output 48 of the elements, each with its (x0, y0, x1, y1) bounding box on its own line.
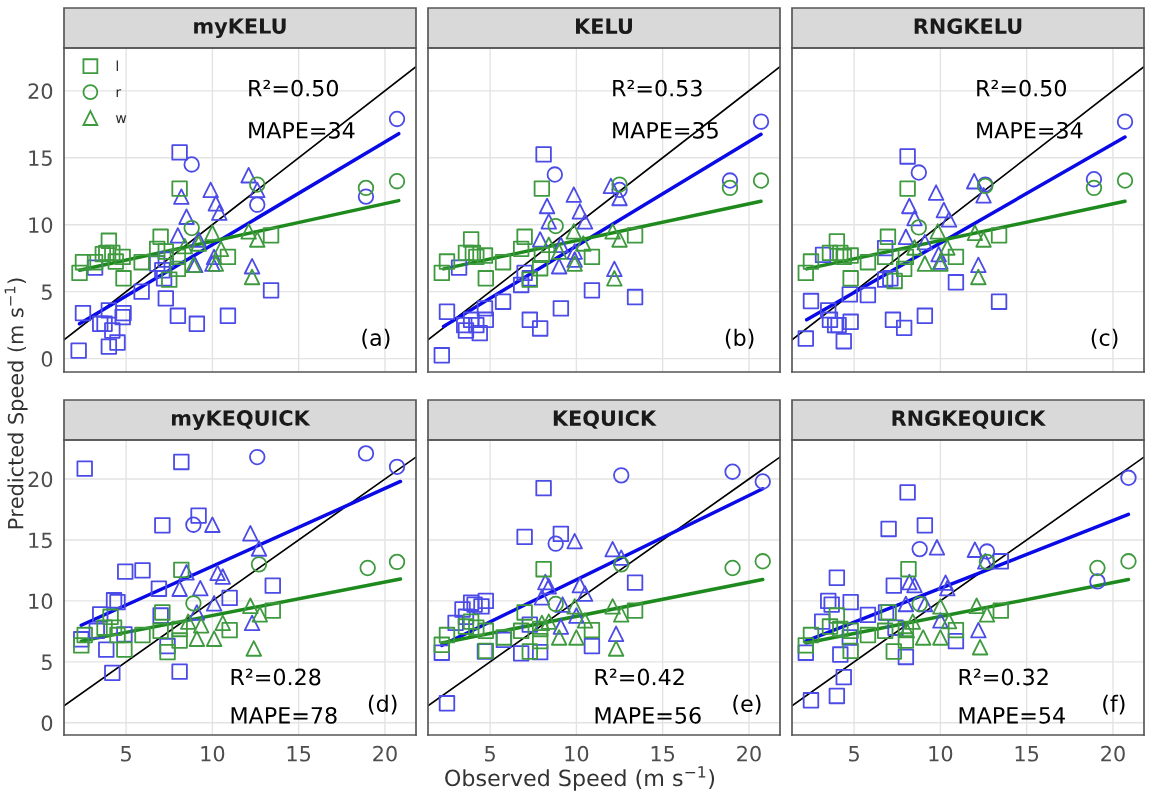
annotation: (a) (362, 328, 390, 349)
annotation: R²=0.50 (249, 79, 339, 97)
annotation: MAPE=56 (595, 706, 701, 724)
annotation: R²=0.42 (595, 668, 684, 686)
chart-title: KELU (576, 18, 632, 35)
y-tick-label: 5 (41, 654, 52, 671)
chart-title: RNGKELU (914, 18, 1022, 35)
chart-title: KEQUICK (553, 410, 657, 429)
annotation: R²=0.32 (959, 668, 1048, 686)
legend-label: r (116, 89, 122, 97)
x-tick-label: 5 (121, 746, 131, 762)
x-tick-label: 15 (287, 746, 311, 762)
y-tick-label: 5 (41, 284, 52, 300)
x-tick-label: 20 (1101, 745, 1125, 762)
y-tick-label: 15 (29, 150, 52, 166)
x-tick-label: 5 (849, 746, 859, 762)
annotation: (b) (725, 328, 754, 349)
x-axis-title: Observed Speed (m s$^{−1}$) (445, 766, 715, 791)
x-tick-label: 15 (1015, 746, 1039, 762)
x-tick-label: 20 (737, 745, 761, 762)
y-tick-label: 15 (29, 532, 52, 549)
legend-label: w (115, 115, 127, 123)
annotation: (e) (733, 694, 761, 715)
y-tick-label: 20 (28, 471, 53, 488)
annotation: MAPE=78 (231, 706, 337, 724)
x-tick-label: 10 (201, 745, 225, 762)
chart-title: myKELU (194, 18, 286, 39)
y-tick-label: 0 (41, 715, 53, 732)
chart-title: RNGKEQUICK (892, 410, 1047, 429)
x-tick-label: 15 (651, 746, 675, 762)
annotation: R²=0.28 (231, 668, 321, 686)
annotation: (d) (368, 694, 397, 715)
annotation: R²=0.50 (977, 79, 1067, 97)
x-tick-label: 10 (565, 745, 589, 762)
annotation: (f) (1103, 694, 1125, 715)
annotation: R²=0.53 (613, 79, 702, 97)
x-tick-label: 10 (929, 745, 953, 762)
y-tick-label: 0 (41, 351, 53, 367)
x-tick-label: 20 (373, 745, 397, 762)
y-tick-label: 20 (28, 83, 53, 100)
y-tick-label: 10 (29, 217, 53, 233)
x-tick-label: 5 (485, 746, 495, 762)
y-axis-title: Predicted Speed (m s$^{−1}$) (4, 278, 28, 529)
y-tick-label: 10 (29, 593, 53, 610)
annotation: (c) (1091, 328, 1118, 349)
annotation: MAPE=54 (959, 707, 1065, 724)
chart-title: myKEQUICK (171, 410, 311, 431)
legend-label: l (116, 60, 118, 72)
